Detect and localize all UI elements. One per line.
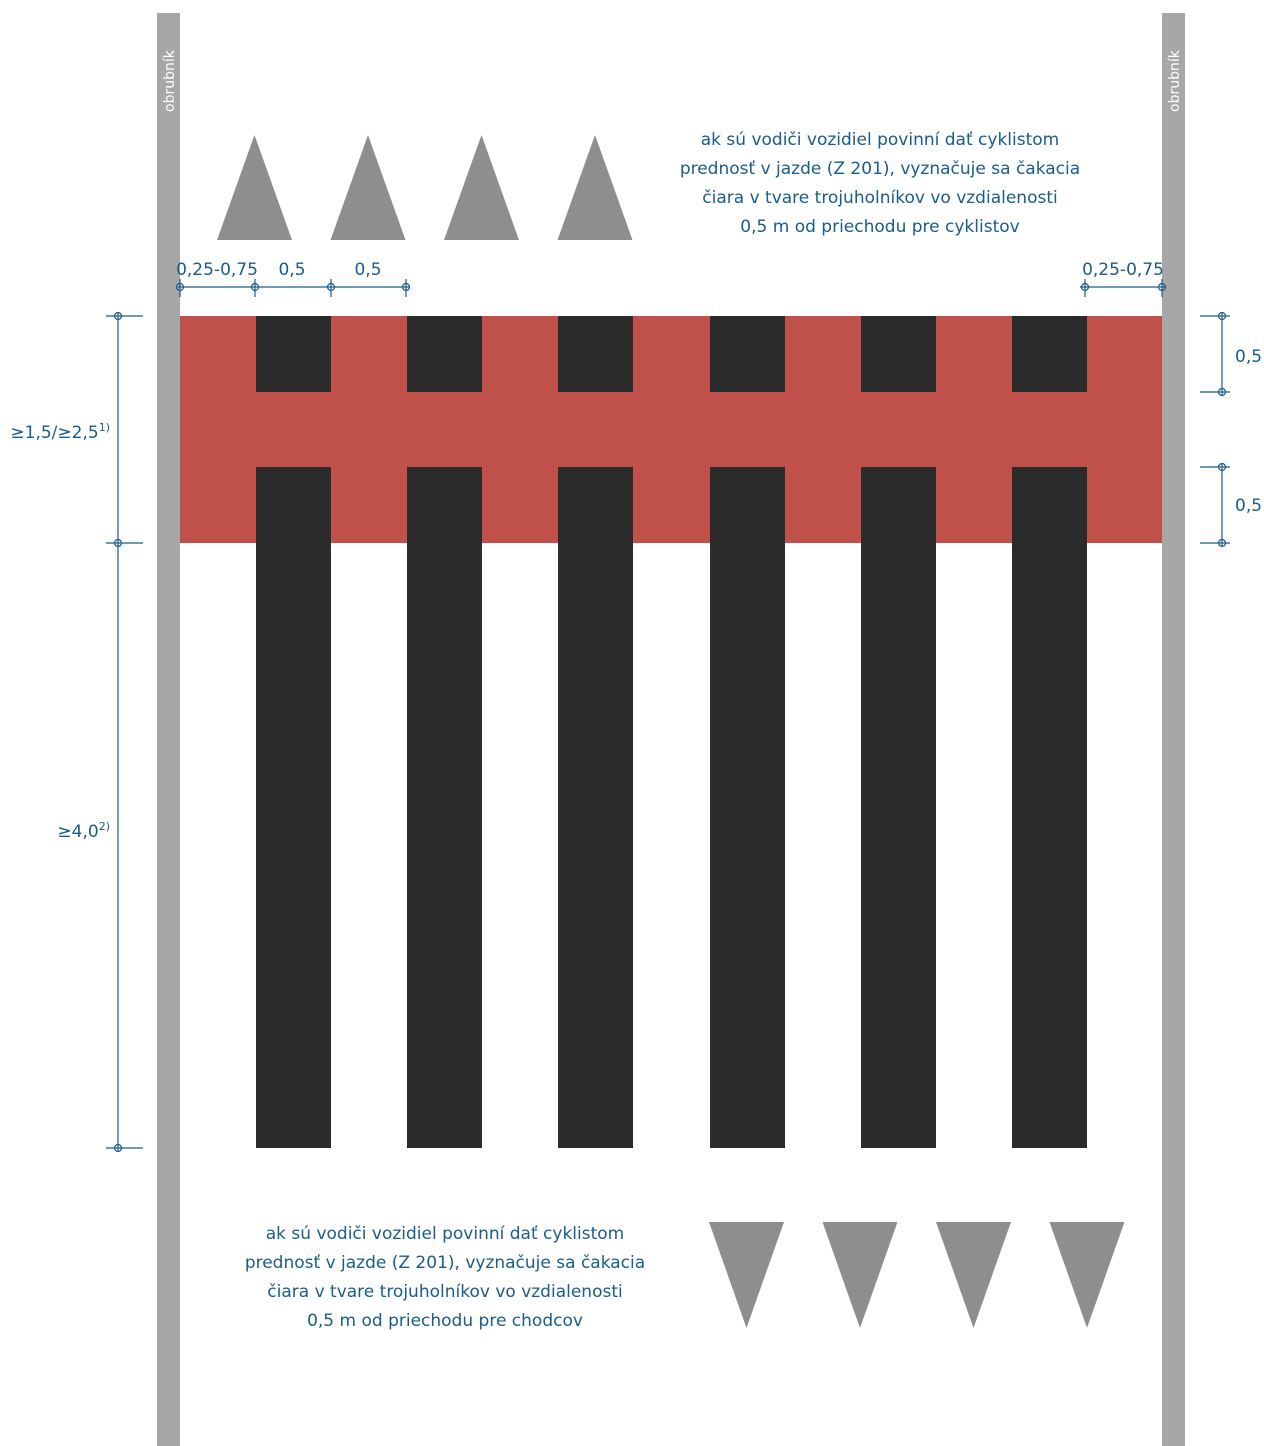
curb-label-right: obrubník bbox=[1167, 49, 1183, 112]
dim-left-band-sup: 1) bbox=[99, 421, 110, 434]
dim-left-band-text: ≥1,5/≥2,5 bbox=[10, 423, 98, 443]
dimension-tick bbox=[113, 538, 123, 548]
triangle-up bbox=[444, 135, 519, 240]
dimension-tick bbox=[1217, 538, 1227, 548]
dimension-tick bbox=[1157, 282, 1167, 292]
dim-right-lower: 0,5 bbox=[1235, 496, 1262, 516]
triangle-down bbox=[936, 1222, 1011, 1328]
dim-right-upper: 0,5 bbox=[1235, 347, 1262, 367]
triangle-up bbox=[330, 135, 406, 240]
triangle-down bbox=[709, 1222, 784, 1328]
curb-right bbox=[1162, 13, 1185, 1446]
dimension-tick bbox=[1217, 387, 1227, 397]
dim-top-left-margin: 0,25-0,75 bbox=[176, 260, 258, 280]
dimension-tick bbox=[1080, 282, 1090, 292]
bottom-note-line: ak sú vodiči vozidiel povinní dať cyklis… bbox=[265, 1224, 625, 1244]
give-way-triangles-bottom bbox=[709, 1222, 1125, 1328]
triangle-down bbox=[822, 1222, 898, 1328]
stripe-block bbox=[256, 316, 331, 392]
dimension-tick bbox=[1217, 311, 1227, 321]
stripe-block bbox=[710, 316, 785, 392]
dimension-tick bbox=[326, 282, 336, 292]
zebra-stripes bbox=[256, 316, 1087, 1148]
triangle-up bbox=[217, 135, 292, 240]
dimension-tick bbox=[113, 311, 123, 321]
stripe bbox=[558, 467, 633, 1148]
dim-left-long-text: ≥4,0 bbox=[57, 822, 98, 842]
stripe bbox=[861, 467, 936, 1148]
curb-label-left: obrubník bbox=[162, 49, 178, 112]
triangle-up bbox=[557, 135, 633, 240]
stripe-block bbox=[558, 316, 633, 392]
top-note-line: čiara v tvare trojuholníkov vo vzdialeno… bbox=[702, 188, 1058, 208]
triangle-down bbox=[1049, 1222, 1125, 1328]
bottom-note-line: 0,5 m od priechodu pre chodcov bbox=[307, 1311, 583, 1331]
curb-left bbox=[157, 13, 180, 1446]
dimension-tick bbox=[1217, 462, 1227, 472]
bottom-note-line: čiara v tvare trojuholníkov vo vzdialeno… bbox=[267, 1282, 623, 1302]
dimension-tick bbox=[113, 1143, 123, 1153]
stripe-block bbox=[407, 316, 482, 392]
stripe bbox=[256, 467, 331, 1148]
dim-left-long-sup: 2) bbox=[99, 820, 110, 833]
stripe bbox=[1012, 467, 1087, 1148]
top-note-line: ak sú vodiči vozidiel povinní dať cyklis… bbox=[700, 130, 1060, 150]
dim-left-long: ≥4,02) bbox=[57, 820, 110, 842]
dim-left-band: ≥1,5/≥2,51) bbox=[10, 421, 110, 443]
top-note: ak sú vodiči vozidiel povinní dať cyklis… bbox=[640, 126, 1120, 242]
dim-top-right-margin: 0,25-0,75 bbox=[1082, 260, 1164, 280]
dimension-tick bbox=[401, 282, 411, 292]
stripe bbox=[407, 467, 482, 1148]
dimension-tick bbox=[175, 282, 185, 292]
bottom-note: ak sú vodiči vozidiel povinní dať cyklis… bbox=[205, 1220, 685, 1336]
dim-top-gap-width: 0,5 bbox=[354, 260, 381, 280]
dimension-lines bbox=[106, 279, 1230, 1153]
dimension-tick bbox=[250, 282, 260, 292]
give-way-triangles-top bbox=[217, 135, 633, 240]
stripe bbox=[710, 467, 785, 1148]
top-note-line: prednosť v jazde (Z 201), vyznačuje sa č… bbox=[679, 159, 1081, 179]
stripe-block bbox=[1012, 316, 1087, 392]
cycle-crossing-band bbox=[180, 316, 1162, 543]
top-note-line: 0,5 m od priechodu pre cyklistov bbox=[740, 217, 1020, 237]
bottom-note-line: prednosť v jazde (Z 201), vyznačuje sa č… bbox=[244, 1253, 646, 1273]
dim-top-stripe-width: 0,5 bbox=[278, 260, 305, 280]
stripe-block bbox=[861, 316, 936, 392]
